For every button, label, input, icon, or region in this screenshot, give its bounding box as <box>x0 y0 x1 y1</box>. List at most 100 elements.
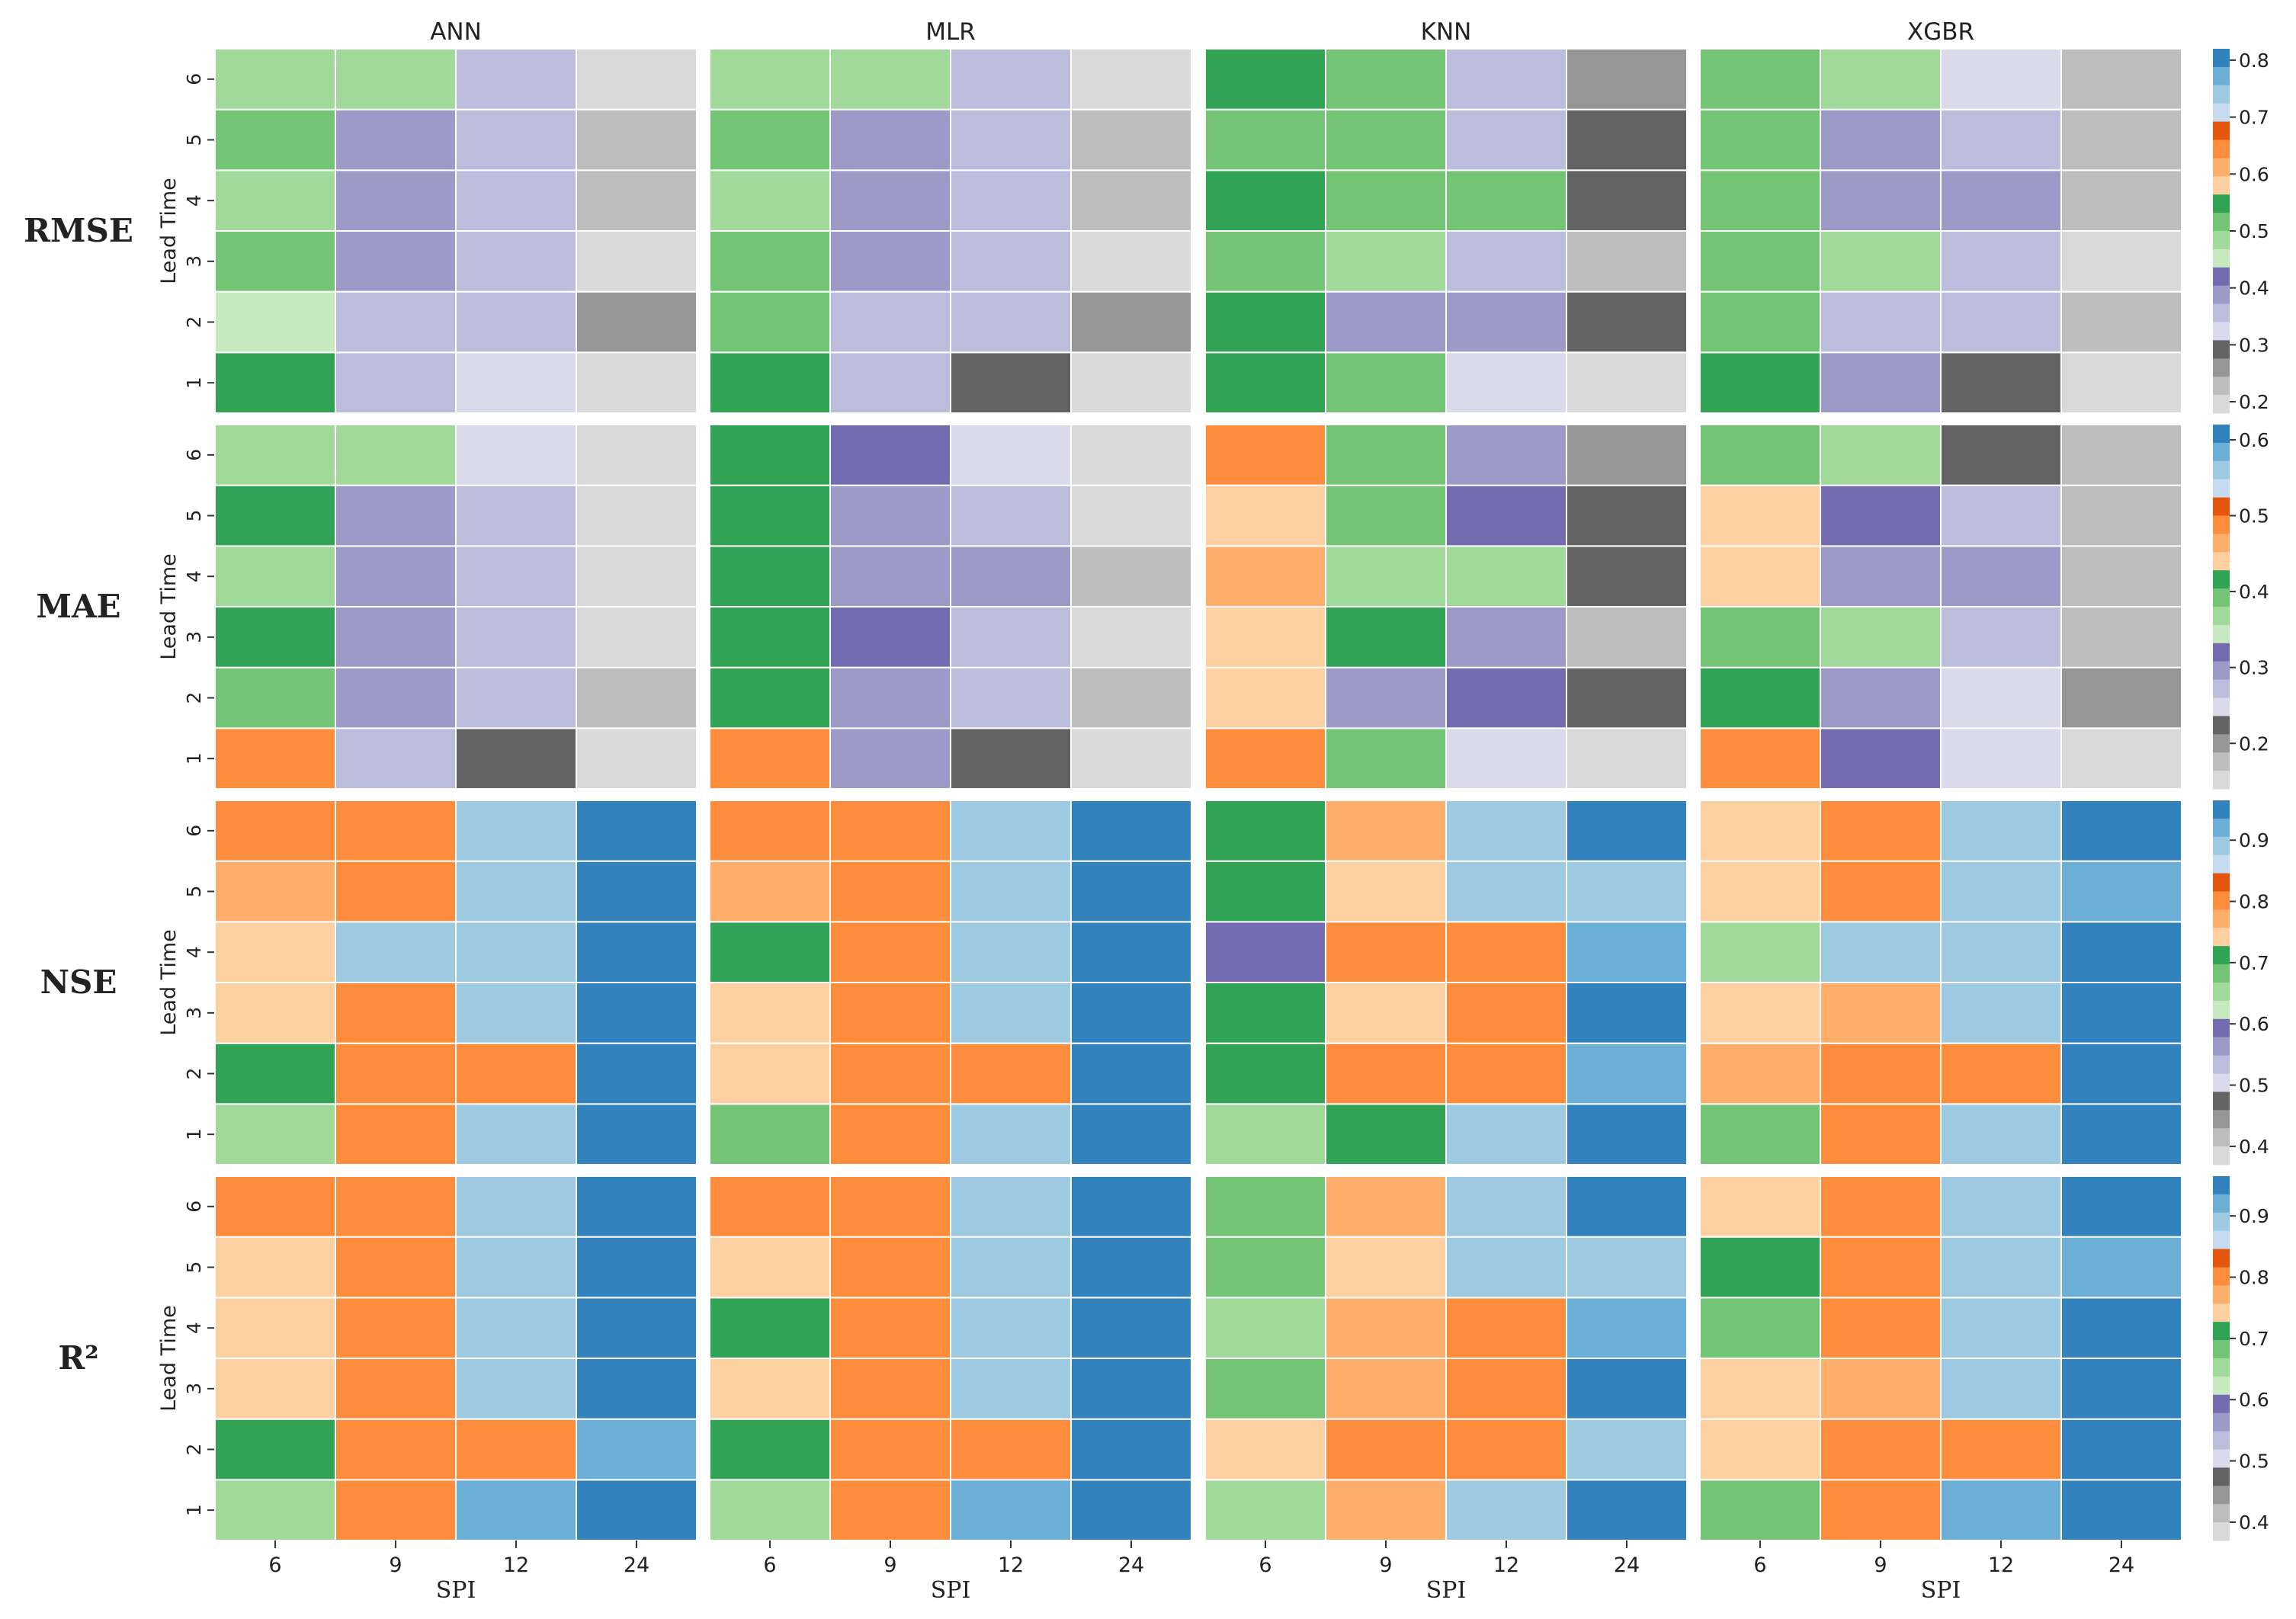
heatmap-cell <box>1204 1236 1326 1299</box>
heatmap-cell <box>2060 1236 2182 1299</box>
colorbar-segment <box>2213 1340 2230 1359</box>
heatmap-cell <box>1566 230 1688 293</box>
heatmap-cell <box>829 1297 951 1360</box>
heatmap-panel <box>1699 1175 2182 1542</box>
x-tick-label: 12 <box>1493 1553 1519 1577</box>
heatmap-cell <box>335 48 457 111</box>
colorbar-segment <box>2213 964 2230 983</box>
heatmap-cell <box>1445 1418 1567 1481</box>
heatmap-panel <box>709 424 1192 790</box>
heatmap-panel <box>214 424 697 790</box>
heatmap-cell <box>2060 1042 2182 1105</box>
colorbar-segment <box>2213 340 2230 359</box>
heatmap-cell <box>709 982 831 1044</box>
heatmap-cell <box>1445 921 1567 984</box>
heatmap-cell <box>1699 169 1821 232</box>
colorbar-segment <box>2213 442 2230 462</box>
heatmap-cell <box>950 1103 1072 1166</box>
x-tick-label: 12 <box>998 1553 1024 1577</box>
heatmap-cell <box>576 1103 697 1166</box>
colorbar-tick-label: 0.4 <box>2239 277 2269 300</box>
heatmap-cell <box>455 1297 577 1360</box>
colorbar-segment <box>2213 1110 2230 1129</box>
heatmap-cell <box>1940 230 2062 293</box>
heatmap-cell <box>1566 921 1688 984</box>
heatmap-cell <box>1566 424 1688 486</box>
heatmap-cell <box>576 666 697 729</box>
heatmap-cell <box>2060 351 2182 415</box>
colorbar-segment <box>2213 1092 2230 1111</box>
heatmap-cell <box>1204 666 1326 729</box>
heatmap-cell <box>455 545 577 608</box>
heatmap-cell <box>1325 921 1447 984</box>
heatmap-cell <box>709 484 831 547</box>
heatmap-cell <box>1940 860 2062 923</box>
heatmap-cell <box>709 1236 831 1299</box>
heatmap-cell <box>1566 545 1688 608</box>
heatmap-cell <box>1940 290 2062 354</box>
colorbar-segment <box>2213 497 2230 516</box>
heatmap-cell <box>709 1418 831 1481</box>
heatmap-cell <box>1699 1236 1821 1299</box>
heatmap-cell <box>335 1175 457 1238</box>
colorbar-segment <box>2213 873 2230 892</box>
heatmap-cell <box>576 1175 697 1238</box>
heatmap-cell <box>1070 666 1192 729</box>
heatmap-cell <box>1070 48 1192 111</box>
heatmap-cell <box>1325 1175 1447 1238</box>
heatmap-cell <box>335 1236 457 1299</box>
heatmap-cell <box>1820 230 1942 293</box>
colorbar-segment <box>2213 103 2230 123</box>
heatmap-cell <box>2060 169 2182 232</box>
heatmap-cell <box>1204 982 1326 1044</box>
colorbar-segment <box>2213 697 2230 717</box>
heatmap-cell <box>829 666 951 729</box>
heatmap-cell <box>576 230 697 293</box>
y-tick-label: 3 <box>183 1383 205 1395</box>
heatmap-cell <box>2060 1479 2182 1542</box>
heatmap-cell <box>950 48 1072 111</box>
heatmap-panel <box>1699 800 2182 1166</box>
heatmap-cell <box>1940 351 2062 415</box>
heatmap-cell <box>335 351 457 415</box>
heatmap-cell <box>455 1175 577 1238</box>
colorbar-segment <box>2213 248 2230 268</box>
heatmap-cell <box>709 606 831 668</box>
heatmap-cell <box>1325 982 1447 1044</box>
colorbar-segment <box>2213 1431 2230 1450</box>
heatmap-cell <box>1940 48 2062 111</box>
heatmap-cell <box>1820 606 1942 668</box>
y-tick-label: 6 <box>183 73 205 85</box>
colorbar-segment <box>2213 1128 2230 1147</box>
heatmap-cell <box>1445 1479 1567 1542</box>
heatmap-cell <box>1325 1042 1447 1105</box>
heatmap-cell <box>2060 982 2182 1044</box>
heatmap-cell <box>214 169 336 232</box>
heatmap-cell <box>1940 1175 2062 1238</box>
heatmap-cell <box>950 1175 1072 1238</box>
heatmap-cell <box>335 1479 457 1542</box>
heatmap-cell <box>214 1175 336 1238</box>
heatmap-cell <box>950 1236 1072 1299</box>
metric-label: RMSE <box>24 212 133 249</box>
heatmap-cell <box>1325 606 1447 668</box>
heatmap-cell <box>1699 108 1821 172</box>
heatmap-cell <box>709 230 831 293</box>
colorbar-segment <box>2213 231 2230 250</box>
heatmap-cell <box>1204 290 1326 354</box>
heatmap-cell <box>829 921 951 984</box>
heatmap-cell <box>1070 1297 1192 1360</box>
heatmap-cell <box>829 1175 951 1238</box>
colorbar-segment <box>2213 213 2230 232</box>
heatmap-cell <box>709 1042 831 1105</box>
heatmap-cell <box>1204 800 1326 862</box>
heatmap-cell <box>1070 727 1192 790</box>
heatmap-cell <box>1820 351 1942 415</box>
heatmap-cell <box>2060 484 2182 547</box>
heatmap-cell <box>1325 1297 1447 1360</box>
colorbar-tick-label: 0.4 <box>2239 1512 2269 1534</box>
y-axis-label: Lead Time <box>157 929 181 1036</box>
colorbar-segment <box>2213 1376 2230 1396</box>
heatmap-cell <box>829 860 951 923</box>
heatmap-cell <box>1566 1042 1688 1105</box>
